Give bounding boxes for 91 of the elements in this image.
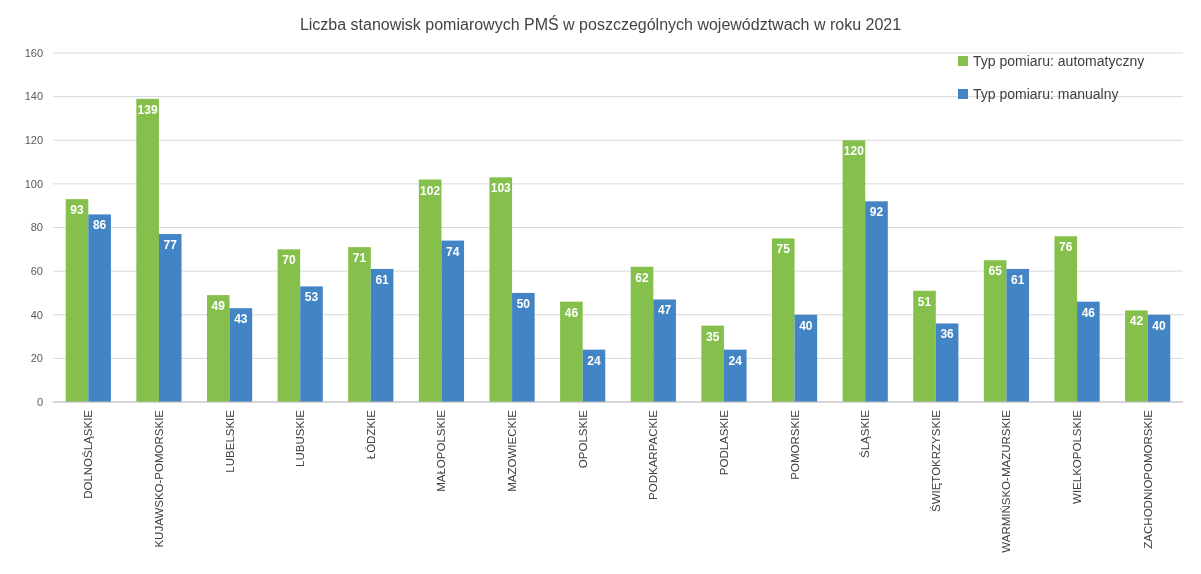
bar xyxy=(913,290,936,402)
bar xyxy=(512,292,535,402)
y-tick-label: 20 xyxy=(30,352,43,365)
x-tick-label: ZACHODNIOPOMORSKIE xyxy=(1141,409,1154,549)
data-label: 120 xyxy=(843,144,865,159)
bar xyxy=(370,268,394,402)
bar xyxy=(441,240,465,402)
x-tick-label: ŚLĄSKIE xyxy=(859,409,872,458)
bar xyxy=(136,98,159,402)
bar xyxy=(277,249,301,402)
data-label: 86 xyxy=(92,218,107,233)
y-tick-label: 40 xyxy=(30,308,43,321)
data-label: 61 xyxy=(1011,272,1025,287)
x-tick-label: WIELKOPOLSKIE xyxy=(1071,409,1084,504)
data-label: 47 xyxy=(657,303,672,318)
data-label: 62 xyxy=(635,270,650,285)
x-tick-label: ŚWIĘTOKRZYSKIE xyxy=(929,409,942,513)
x-tick-label: MAŁOPOLSKIE xyxy=(435,409,448,492)
bar xyxy=(560,301,583,402)
y-tick-label: 120 xyxy=(24,134,43,147)
data-label: 71 xyxy=(352,251,367,266)
data-label: 53 xyxy=(304,290,319,305)
x-tick-label: PODKARPACKIE xyxy=(647,409,660,500)
y-tick-label: 140 xyxy=(24,90,43,103)
x-tick-label: DOLNOŚLĄSKIE xyxy=(82,409,95,499)
y-tick-label: 60 xyxy=(30,264,43,277)
bar xyxy=(348,247,371,402)
data-label: 61 xyxy=(375,272,390,287)
x-tick-label: LUBUSKIE xyxy=(294,409,307,467)
bar xyxy=(842,140,866,402)
data-label: 51 xyxy=(917,294,932,309)
bar xyxy=(206,295,230,402)
chart-title: Liczba stanowisk pomiarowych PMŚ w poszczególnych województwach w roku 2021 xyxy=(299,15,902,33)
data-label: 74 xyxy=(446,244,460,259)
bar xyxy=(489,177,513,402)
bar xyxy=(865,201,888,402)
bar xyxy=(794,314,818,402)
data-label: 92 xyxy=(869,205,884,220)
data-label: 49 xyxy=(211,299,226,314)
bar xyxy=(158,234,182,402)
x-tick-label: MAZOWIECKIE xyxy=(506,409,519,492)
bar xyxy=(418,179,442,402)
data-label: 93 xyxy=(70,203,85,218)
x-tick-label: WARMIŃSKO-MAZURSKIE xyxy=(1000,409,1013,553)
data-label: 46 xyxy=(1081,305,1096,320)
bar xyxy=(630,266,654,402)
data-label: 103 xyxy=(490,181,512,196)
bar xyxy=(701,325,724,402)
bar xyxy=(1006,268,1030,402)
bar xyxy=(1054,236,1078,402)
bar xyxy=(771,238,795,402)
x-tick-label: LUBELSKIE xyxy=(223,409,236,473)
y-tick-label: 80 xyxy=(30,221,43,234)
bar xyxy=(1147,314,1171,402)
data-label: 76 xyxy=(1059,240,1073,255)
y-tick-label: 0 xyxy=(36,395,43,408)
bar xyxy=(723,349,747,402)
bar xyxy=(1077,301,1100,402)
x-tick-label: POMORSKIE xyxy=(788,409,801,480)
x-tick-label: ŁÓDZKIE xyxy=(364,409,377,460)
y-tick-label: 160 xyxy=(24,46,43,59)
data-label: 24 xyxy=(587,353,601,368)
x-tick-label: PODLASKIE xyxy=(717,409,730,476)
data-label: 102 xyxy=(420,183,441,198)
data-label: 77 xyxy=(163,238,178,253)
data-label: 139 xyxy=(137,102,158,117)
data-label: 35 xyxy=(705,329,720,344)
data-label: 24 xyxy=(728,353,743,368)
x-tick-label: KUJAWSKO-POMORSKIE xyxy=(152,409,165,548)
data-label: 50 xyxy=(516,296,531,311)
x-tick-label: OPOLSKIE xyxy=(576,409,589,469)
data-label: 36 xyxy=(940,327,955,342)
bar xyxy=(88,214,111,402)
data-label: 46 xyxy=(564,305,579,320)
bar xyxy=(983,260,1007,402)
data-label: 40 xyxy=(1152,318,1166,333)
bar xyxy=(229,308,253,402)
data-label: 75 xyxy=(776,242,791,257)
legend-label: Typ pomiaru: automatyczny xyxy=(973,52,1145,69)
data-label: 40 xyxy=(799,318,813,333)
y-tick-label: 100 xyxy=(24,177,43,190)
legend-label: Typ pomiaru: manualny xyxy=(973,85,1119,102)
bar xyxy=(653,299,676,402)
data-label: 43 xyxy=(234,312,248,327)
data-label: 65 xyxy=(988,264,1003,279)
bar xyxy=(1125,310,1148,402)
bar xyxy=(300,286,323,402)
data-label: 42 xyxy=(1129,314,1144,329)
data-label: 70 xyxy=(282,253,296,268)
bar xyxy=(935,323,959,402)
bar xyxy=(65,199,89,402)
